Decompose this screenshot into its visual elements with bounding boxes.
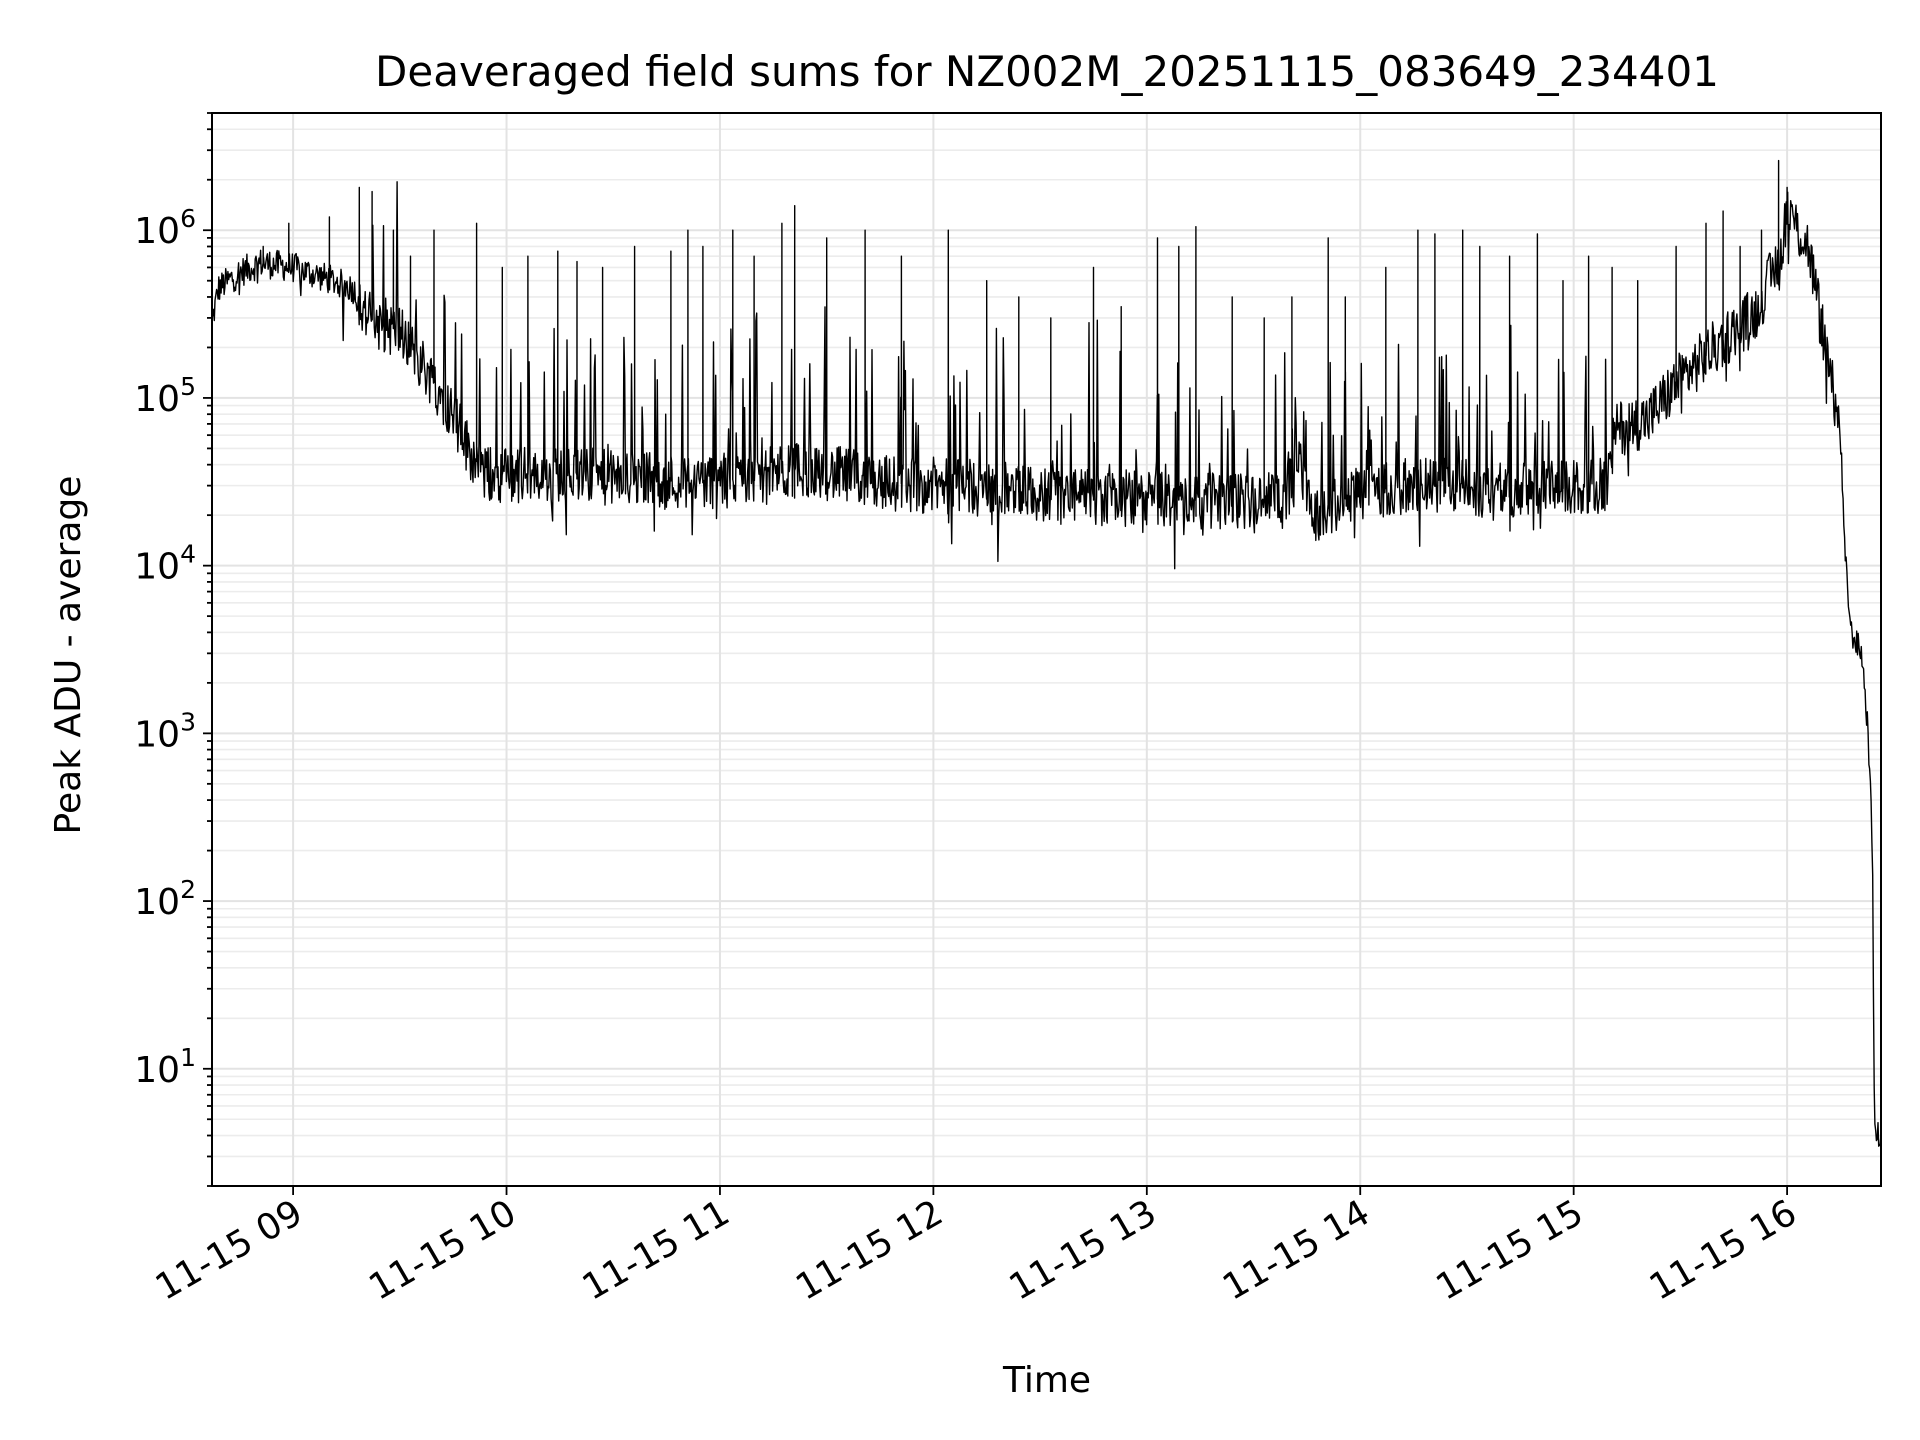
y-tick-label: 103 (134, 707, 196, 755)
y-tick-exponent: 3 (180, 707, 196, 736)
y-tick-base: 10 (134, 547, 180, 588)
series-line (211, 159, 1882, 1147)
grid-lines (212, 112, 1881, 1187)
y-tick-exponent: 2 (180, 875, 196, 904)
x-axis-label: Time (1002, 1360, 1091, 1401)
chart-title: Deaveraged field sums for NZ002M_2025111… (375, 47, 1719, 96)
y-tick-base: 10 (134, 714, 180, 755)
plot-frame (211, 112, 1882, 1187)
y-tick-label: 105 (134, 372, 196, 420)
y-tick-exponent: 6 (180, 204, 196, 233)
y-tick-base: 10 (134, 211, 180, 252)
y-tick-exponent: 5 (180, 372, 196, 401)
y-axis-label: Peak ADU - average (48, 476, 89, 835)
y-tick-exponent: 1 (180, 1043, 196, 1072)
y-tick-label: 104 (134, 540, 196, 588)
y-tick-label: 106 (134, 204, 196, 252)
y-tick-label: 101 (134, 1043, 196, 1091)
y-tick-base: 10 (134, 882, 180, 923)
y-tick-base: 10 (134, 379, 180, 420)
series-layer (211, 159, 1882, 1147)
y-tick-label: 102 (134, 875, 196, 923)
y-tick-base: 10 (134, 1050, 180, 1091)
axis-ticks (203, 112, 1788, 1195)
y-tick-exponent: 4 (180, 540, 196, 569)
